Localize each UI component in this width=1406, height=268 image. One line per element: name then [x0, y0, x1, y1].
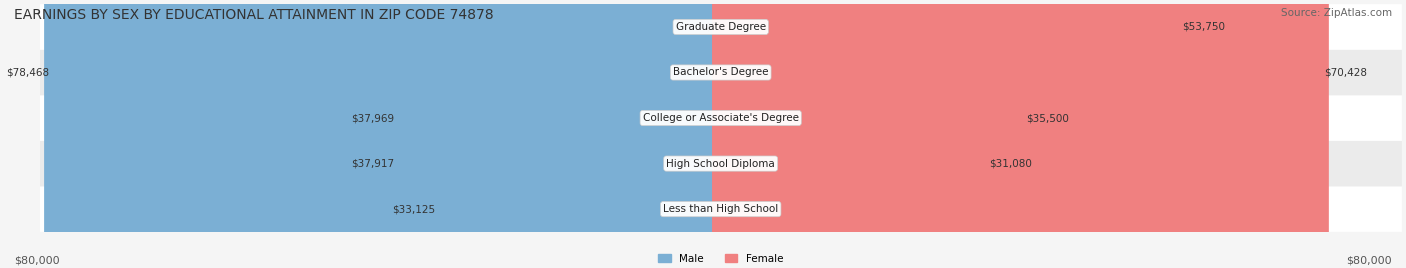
Text: $70,428: $70,428 [1323, 68, 1367, 77]
Text: Source: ZipAtlas.com: Source: ZipAtlas.com [1281, 8, 1392, 18]
Text: $0: $0 [704, 22, 717, 32]
FancyBboxPatch shape [713, 0, 1187, 268]
FancyBboxPatch shape [713, 0, 1329, 268]
FancyBboxPatch shape [39, 50, 1402, 95]
Text: $37,917: $37,917 [352, 159, 395, 169]
FancyBboxPatch shape [39, 141, 1402, 186]
Text: $31,080: $31,080 [988, 159, 1032, 169]
FancyBboxPatch shape [389, 0, 730, 268]
FancyBboxPatch shape [39, 95, 1402, 141]
Legend: Male, Female: Male, Female [654, 249, 787, 268]
Text: $35,500: $35,500 [1026, 113, 1069, 123]
Text: $78,468: $78,468 [6, 68, 49, 77]
Text: $0: $0 [724, 204, 737, 214]
FancyBboxPatch shape [39, 4, 1402, 50]
Text: EARNINGS BY SEX BY EDUCATIONAL ATTAINMENT IN ZIP CODE 74878: EARNINGS BY SEX BY EDUCATIONAL ATTAINMEN… [14, 8, 494, 22]
FancyBboxPatch shape [713, 0, 994, 268]
FancyBboxPatch shape [39, 186, 1402, 232]
Text: $53,750: $53,750 [1182, 22, 1225, 32]
FancyBboxPatch shape [713, 0, 1032, 268]
Text: Less than High School: Less than High School [664, 204, 779, 214]
Text: $37,969: $37,969 [352, 113, 394, 123]
Text: College or Associate's Degree: College or Associate's Degree [643, 113, 799, 123]
Text: $80,000: $80,000 [14, 255, 59, 265]
Text: Graduate Degree: Graduate Degree [676, 22, 766, 32]
Text: $80,000: $80,000 [1347, 255, 1392, 265]
Text: $33,125: $33,125 [392, 204, 436, 214]
FancyBboxPatch shape [430, 0, 730, 268]
FancyBboxPatch shape [389, 0, 730, 268]
Text: High School Diploma: High School Diploma [666, 159, 775, 169]
FancyBboxPatch shape [44, 0, 730, 268]
Text: Bachelor's Degree: Bachelor's Degree [673, 68, 769, 77]
